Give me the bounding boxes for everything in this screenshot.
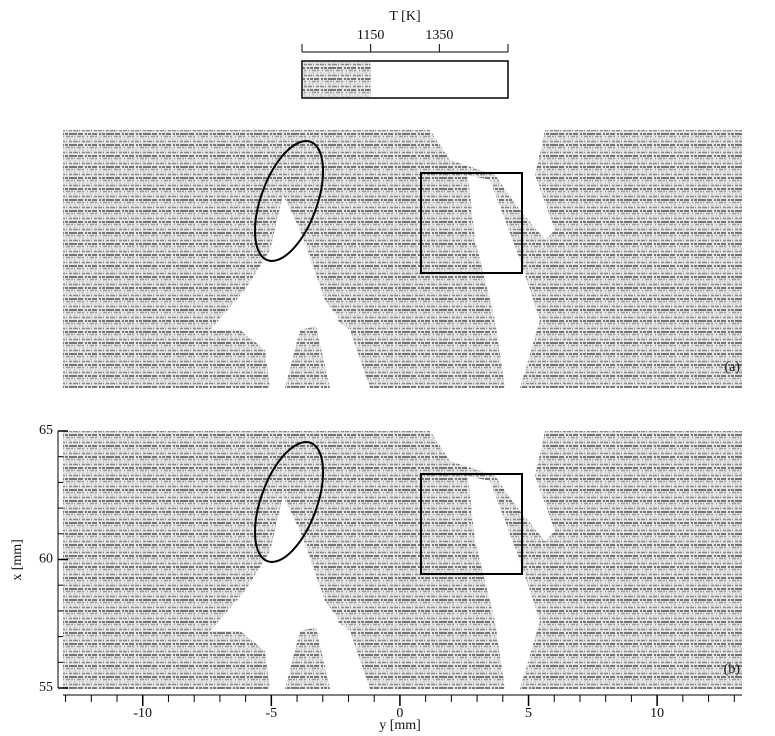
colorbar-fill xyxy=(303,62,371,97)
panel-a-field xyxy=(62,129,743,389)
x-tick-label: 5 xyxy=(525,706,532,721)
x-axis-label: y [mm] xyxy=(379,718,421,733)
y-tick-label: 55 xyxy=(39,680,53,695)
panel-b-field xyxy=(62,430,743,690)
y-tick-label: 60 xyxy=(39,552,53,567)
colorbar-label: T [K] xyxy=(389,9,420,24)
panel-label: (b) xyxy=(724,662,741,677)
colorbar-frame xyxy=(301,60,509,99)
x-tick-label: -10 xyxy=(133,706,152,721)
panel-label: (a) xyxy=(724,360,740,375)
y-tick-label: 65 xyxy=(39,423,53,438)
colorbar-tick-label: 1350 xyxy=(425,28,453,43)
x-tick-label: -5 xyxy=(265,706,277,721)
y-axis-label: x [mm] xyxy=(10,539,25,581)
x-tick-label: 0 xyxy=(396,706,403,721)
colorbar-tick-label: 1150 xyxy=(357,28,384,43)
x-tick-label: 10 xyxy=(650,706,664,721)
